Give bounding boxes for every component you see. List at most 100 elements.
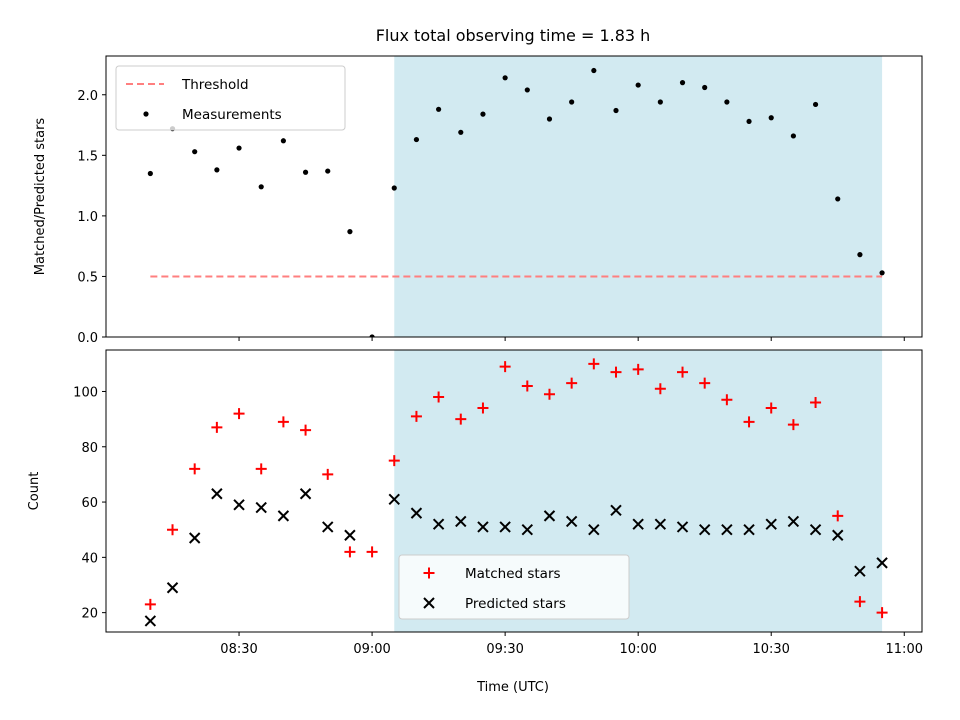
predicted-star-point [610,504,622,517]
matched-star-point [810,397,822,409]
predicted-star-point [543,510,556,522]
predicted-star-point [211,488,223,500]
matched-star-point [588,358,600,370]
matched-star-point [787,419,799,431]
measurement-point [214,167,220,173]
predicted-star-point [410,507,423,519]
predicted-star-point [832,529,844,541]
legend-label: Threshold [181,77,249,93]
legend-measurement-swatch [143,111,149,117]
predicted-star-point [787,515,800,528]
measurement-point [436,106,442,112]
predicted-star-point [322,521,334,533]
matched-star-point [410,410,422,422]
matched-star-point [566,377,578,389]
y-tick-label: 0.0 [77,331,98,346]
predicted-star-point [676,521,689,533]
predicted-star-point [255,501,267,514]
measurement-point [857,252,863,258]
predicted-star-point [277,510,290,522]
predicted-star-point [588,523,600,536]
measurement-point [746,118,752,125]
matched-star-point [366,546,378,558]
matched-star-point [876,607,888,619]
y-axis-label: Matched/Predicted stars [33,118,48,276]
measurement-point [702,84,708,91]
axes-frame [105,349,923,633]
matched-star-point [765,402,777,414]
measurement-point [657,99,663,105]
figure-title: Flux total observing time = 1.83 h [376,26,651,45]
measurement-point [724,99,730,105]
plot-area [147,67,885,337]
predicted-star-point [344,529,356,541]
y-tick-label: 60 [81,496,98,511]
measurement-point [391,185,397,191]
matched-star-point [477,402,489,414]
predicted-star-point [876,557,888,569]
axes-frame [105,55,923,338]
matched-star-point [610,366,622,378]
matched-star-point [677,366,689,378]
x-tick-label: 09:00 [353,642,390,657]
measurement-point [635,82,641,88]
matched-star-point [211,421,223,433]
legend-predicted-swatch [423,597,435,609]
measurement-point [569,99,575,105]
measurement-point [458,129,464,135]
measurement-point [613,107,619,114]
y-tick-label: 20 [81,607,98,622]
measurement-point [302,169,309,175]
legend-label: Measurements [182,107,282,123]
predicted-star-point [188,532,201,544]
legend-box [115,65,346,131]
measurement-point [369,334,375,337]
predicted-star-point [565,515,578,528]
matched-star-point [654,383,666,395]
matched-star-point [144,598,156,610]
predicted-star-point [765,518,777,530]
measurement-point [790,133,796,139]
measurement-point [413,136,420,143]
predicted-star-point [455,515,467,528]
x-tick-label: 08:30 [220,642,257,657]
y-tick-label: 100 [73,385,98,400]
matched-star-point [699,377,711,389]
predicted-star-point [166,582,179,594]
matched-star-point [632,363,644,375]
predicted-star-point [743,523,755,536]
x-tick-label: 11:00 [886,642,923,657]
plot-area [144,358,888,627]
predicted-star-point [499,521,511,533]
legend-label: Predicted stars [465,596,566,612]
x-tick-label: 10:00 [619,642,656,657]
predicted-star-point [654,518,667,530]
measurement-point [812,101,819,108]
measurement-point [524,87,530,93]
count-panel: 20 40 60 80 100 08:30 09:00 09:30 10:00 10:30 11:0… [27,349,923,657]
matched-star-point [433,391,445,403]
x-tick-label: 09:30 [486,642,523,657]
matched-star-point [743,416,755,428]
predicted-star-point [698,523,711,536]
predicted-star-point [809,523,822,536]
ratio-panel: 0.0 0.5 1.0 1.5 2.0 Matched/Predicted stars Th… [33,55,923,346]
legend-label: Matched stars [465,566,561,582]
matched-star-point [832,510,844,522]
matched-star-point [388,455,400,467]
y-tick-label: 0.5 [77,270,98,285]
measurement-point [502,75,508,81]
predicted-star-point [233,499,245,511]
predicted-star-point [477,521,489,533]
matched-star-point [255,463,267,475]
y-tick-label: 2.0 [77,89,98,104]
matched-star-point [854,596,866,608]
matched-star-point [300,424,312,436]
predicted-star-point [388,493,400,506]
measurement-point [679,80,686,86]
measurement-point [835,196,841,202]
measurement-point [347,229,353,235]
measurement-point [879,270,885,276]
matched-star-point [167,524,179,536]
legend-box [398,554,630,620]
